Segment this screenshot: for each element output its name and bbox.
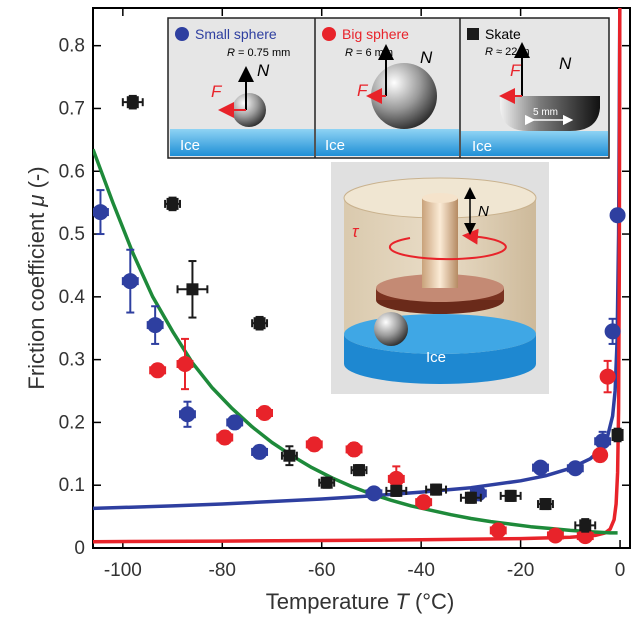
inset-skate-ice-label: Ice bbox=[472, 138, 492, 155]
svg-text:R = 0.75 mm: R = 0.75 mm bbox=[227, 47, 290, 59]
curve-fit bbox=[93, 148, 618, 535]
skate-point bbox=[121, 94, 144, 110]
small-sphere-point bbox=[251, 443, 269, 460]
rheometer-ice-label: Ice bbox=[426, 349, 446, 366]
big-sphere-point bbox=[176, 337, 194, 391]
y-tick-label: 0.5 bbox=[59, 224, 85, 245]
inset-big-ice bbox=[316, 129, 459, 156]
inset-big-n: N bbox=[420, 48, 433, 67]
skate-point bbox=[537, 498, 554, 511]
tick-layer: -100 -80 -60 -40 -20 0 0 0.1 0.2 0.3 0.4 0.5 0.6 0.7 0… bbox=[59, 8, 630, 581]
inset-big-sphere-label: Big sphere bbox=[342, 26, 409, 42]
skate-point bbox=[611, 427, 624, 443]
small-sphere-point bbox=[146, 305, 164, 345]
inset-small-f: F bbox=[211, 82, 223, 101]
big-sphere-point bbox=[415, 494, 433, 511]
inset-skate-r-value: ≈ 22 m bbox=[496, 46, 530, 58]
small-sphere-legend-icon bbox=[175, 27, 189, 41]
y-tick-label: 0.7 bbox=[59, 98, 85, 119]
x-tick-label: -20 bbox=[507, 560, 534, 581]
skate-point bbox=[318, 476, 336, 489]
skate-point bbox=[176, 260, 209, 319]
skate-point bbox=[499, 489, 522, 502]
plot-frame bbox=[92, 7, 631, 549]
inset-small-r-value: = 0.75 mm bbox=[238, 47, 290, 59]
y-tick-label: 0 bbox=[74, 538, 85, 559]
inset-small-n: N bbox=[257, 61, 270, 80]
inset-skate-r-symbol: R bbox=[485, 46, 493, 58]
inset-small-ice-label: Ice bbox=[180, 137, 200, 154]
y-tick-label: 0.6 bbox=[59, 161, 85, 182]
x-tick-label: -100 bbox=[104, 560, 142, 581]
inset-skate-ice bbox=[461, 131, 608, 156]
big-sphere-point bbox=[489, 522, 507, 539]
x-tick-label: -80 bbox=[209, 560, 236, 581]
y-tick-label: 0.1 bbox=[59, 475, 85, 496]
inset-big-f: F bbox=[357, 81, 369, 100]
small-sphere-point bbox=[365, 485, 383, 502]
y-tick-label: 0.4 bbox=[59, 287, 86, 308]
big-sphere-point bbox=[546, 527, 564, 544]
inset-small-r-symbol: R bbox=[227, 47, 235, 59]
x-tick-label: -60 bbox=[308, 560, 335, 581]
big-sphere-point bbox=[345, 441, 363, 458]
inset-skate-label: Skate bbox=[485, 26, 521, 42]
big-sphere-point bbox=[592, 447, 609, 464]
y-tick-label: 0.8 bbox=[59, 36, 85, 57]
inset-skate-n: N bbox=[559, 54, 572, 73]
skate-point bbox=[385, 484, 408, 497]
inset-small-ice bbox=[170, 129, 314, 156]
inset-big-ice-label: Ice bbox=[325, 137, 345, 154]
y-axis-label: Friction coefficient μ (-) bbox=[24, 166, 49, 389]
skate-point bbox=[574, 518, 597, 533]
big-sphere-illustration bbox=[371, 63, 437, 129]
rheometer-inset: Ice τ N bbox=[331, 162, 549, 394]
inset-big-r-symbol: R bbox=[345, 47, 353, 59]
skate-point bbox=[350, 464, 368, 477]
skate-point bbox=[280, 445, 298, 467]
rheometer-tau: τ bbox=[352, 222, 360, 241]
big-sphere-point bbox=[599, 359, 616, 394]
x-tick-label: 0 bbox=[615, 560, 626, 581]
small-sphere-illustration bbox=[232, 93, 266, 127]
big-sphere-point bbox=[149, 362, 167, 379]
skate-legend-icon bbox=[467, 28, 479, 40]
skate-point bbox=[251, 315, 269, 331]
rheometer-n: N bbox=[478, 203, 489, 220]
y-tick-label: 0.3 bbox=[59, 350, 85, 371]
small-sphere-point bbox=[226, 414, 244, 431]
small-sphere-point bbox=[93, 189, 109, 236]
small-sphere-point bbox=[532, 459, 549, 476]
marker-layer bbox=[93, 94, 626, 545]
y-tick-label: 0.2 bbox=[59, 412, 85, 433]
big-sphere-point bbox=[256, 405, 273, 421]
big-sphere-point bbox=[216, 429, 234, 446]
skate-point bbox=[164, 196, 182, 212]
inset-panels: Small sphere R = 0.75 mm Ice N F Big sph… bbox=[167, 17, 610, 159]
curve-small-sphere bbox=[93, 8, 622, 511]
small-sphere-point bbox=[179, 400, 196, 428]
big-sphere-legend-icon bbox=[322, 27, 336, 41]
skate-point bbox=[425, 483, 448, 496]
inset-big-r-value: = 6 mm bbox=[356, 47, 393, 59]
big-sphere-point bbox=[305, 436, 323, 453]
skate-point bbox=[459, 491, 482, 504]
rheometer-sphere bbox=[374, 312, 408, 346]
inset-skate-f: F bbox=[510, 61, 522, 80]
inset-skate-scale: 5 mm bbox=[533, 107, 558, 118]
small-sphere-point bbox=[121, 248, 139, 314]
small-sphere-point bbox=[609, 207, 626, 224]
small-sphere-point bbox=[604, 317, 621, 345]
inset-small-sphere-label: Small sphere bbox=[195, 26, 277, 42]
x-tick-label: -40 bbox=[407, 560, 434, 581]
small-sphere-point bbox=[566, 460, 584, 477]
x-axis-label: Temperature T (°C) bbox=[266, 589, 455, 614]
